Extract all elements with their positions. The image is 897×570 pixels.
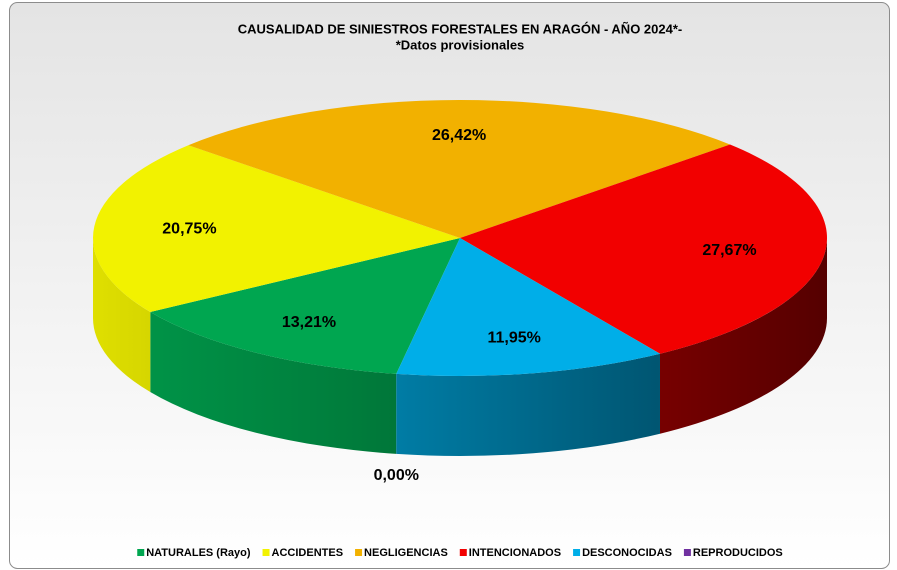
- legend-swatch: [355, 549, 363, 556]
- pie-sides: [93, 238, 827, 457]
- value-label: 11,95%: [487, 329, 540, 346]
- legend-label: INTENCIONADOS: [469, 547, 561, 559]
- legend-swatch: [459, 549, 467, 556]
- value-label: 0,00%: [374, 467, 419, 484]
- slice: [396, 238, 660, 376]
- chart-subtitle: *Datos provisionales: [396, 37, 525, 52]
- legend-swatch: [262, 549, 270, 556]
- legend-swatch: [683, 549, 691, 556]
- slice: [188, 100, 731, 239]
- slice-side: [93, 238, 151, 393]
- value-label: 20,75%: [162, 220, 216, 237]
- slice: [460, 144, 827, 354]
- legend-label: DESCONOCIDAS: [582, 547, 672, 559]
- legend-swatch: [137, 549, 145, 556]
- legend-swatch: [573, 549, 581, 556]
- slice: [150, 238, 460, 374]
- slice-side: [659, 238, 827, 434]
- value-label: 27,67%: [702, 242, 756, 259]
- chart-title: CAUSALIDAD DE SINIESTROS FORESTALES EN A…: [238, 21, 682, 36]
- legend-label: ACCIDENTES: [272, 547, 344, 559]
- slice-side: [396, 353, 660, 457]
- legend-label: NEGLIGENCIAS: [364, 547, 448, 559]
- legend-label: NATURALES (Rayo): [146, 547, 251, 559]
- slice: [92, 145, 460, 313]
- value-label: 13,21%: [282, 314, 336, 331]
- pie-tops: [92, 100, 827, 376]
- legend: NATURALES (Rayo) ACCIDENTES NEGLIGENCIAS IN…: [137, 547, 783, 559]
- slice-side: [150, 312, 397, 454]
- value-label: 26,42%: [432, 127, 486, 144]
- value-labels: 13,21% 20,75% 26,42% 27,67% 11,95% 0,00%: [162, 127, 756, 484]
- legend-label: REPRODUCIDOS: [693, 547, 783, 559]
